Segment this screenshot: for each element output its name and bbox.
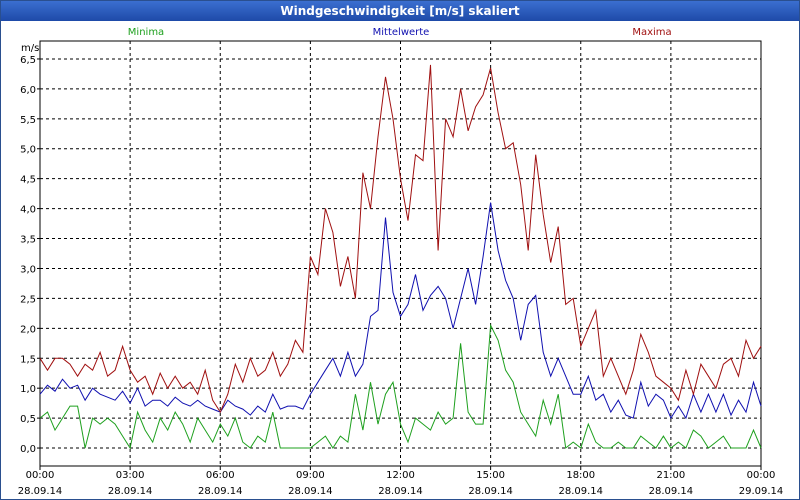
- y-axis-unit-label: m/s: [21, 43, 39, 54]
- x-tick-time-label: 03:00: [116, 470, 145, 481]
- x-tick-time-label: 00:00: [747, 470, 776, 481]
- y-tick-label: 4,0: [20, 205, 36, 216]
- x-tick-date-label: 28.09.14: [288, 486, 333, 497]
- x-tick-date-label: 28.09.14: [18, 486, 63, 497]
- y-tick-label: 1,0: [20, 384, 36, 395]
- x-tick-date-label: 28.09.14: [558, 486, 603, 497]
- y-tick-label: 0,0: [20, 444, 36, 455]
- series-line-mittelwerte: [39, 202, 762, 420]
- x-tick-time-label: 00:00: [26, 470, 55, 481]
- series-lines: [39, 64, 762, 450]
- legend-maxima: Maxima: [632, 27, 671, 38]
- y-tick-label: 0,5: [20, 414, 36, 425]
- y-axis: 0,0 0,5 1,0 1,5 2,0 2,5 3,0 3,5 4,0 4,5 5,0 5,5 6,0 6…: [20, 55, 40, 455]
- y-tick-label: 3,0: [20, 264, 36, 275]
- y-tick-label: 6,5: [20, 55, 36, 66]
- y-tick-label: 4,5: [20, 175, 36, 186]
- x-tick-date-label: 28.09.14: [108, 486, 153, 497]
- y-tick-label: 3,5: [20, 235, 36, 246]
- x-tick-time-label: 12:00: [386, 470, 415, 481]
- series-line-maxima: [39, 64, 762, 414]
- x-tick-time-label: 09:00: [296, 470, 325, 481]
- y-tick-label: 1,5: [20, 354, 36, 365]
- series-line-minima: [39, 323, 762, 450]
- x-axis: 00:00 28.09.14 03:00 28.09.14 06:00 28.09.14 0…: [18, 466, 784, 497]
- wind-speed-chart: 0,0 0,5 1,0 1,5 2,0 2,5 3,0 3,5 4,0 4,5 5,0 5,5 6,0 6…: [18, 27, 784, 497]
- y-tick-label: 5,0: [20, 145, 36, 156]
- x-tick-date-label: 28.09.14: [649, 486, 694, 497]
- y-tick-label: 2,0: [20, 324, 36, 335]
- x-tick-time-label: 06:00: [206, 470, 235, 481]
- x-tick-time-label: 15:00: [476, 470, 505, 481]
- y-tick-label: 5,5: [20, 115, 36, 126]
- y-tick-label: 2,5: [20, 294, 36, 305]
- x-tick-date-label: 28.09.14: [198, 486, 243, 497]
- x-tick-time-label: 21:00: [656, 470, 685, 481]
- x-tick-date-label: 28.09.14: [468, 486, 513, 497]
- x-tick-date-label: 28.09.14: [378, 486, 423, 497]
- window-title: Windgeschwindigkeit [m/s] skaliert: [1, 1, 799, 21]
- legend-minima: Minima: [128, 27, 164, 38]
- y-tick-label: 6,0: [20, 85, 36, 96]
- x-tick-time-label: 18:00: [566, 470, 595, 481]
- legend-mittelwerte: Mittelwerte: [373, 27, 430, 38]
- x-tick-date-label: 29.09.14: [739, 486, 784, 497]
